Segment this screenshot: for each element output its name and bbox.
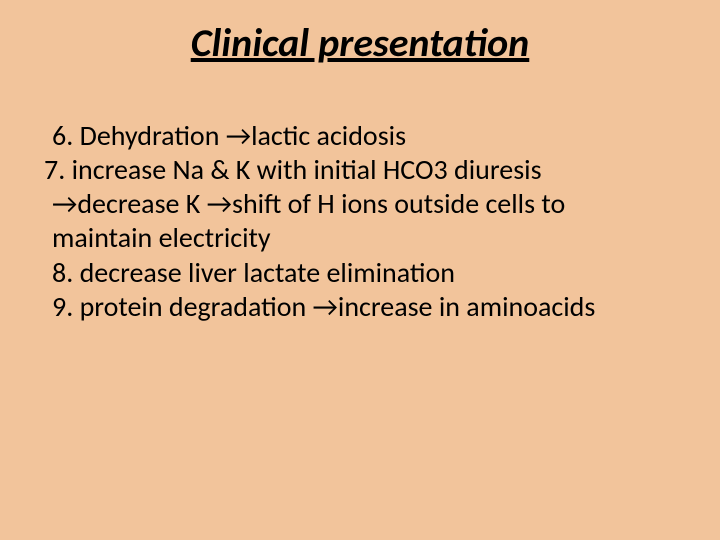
content-line: maintain electricity — [44, 221, 680, 255]
content-line: 8. decrease liver lactate elimination — [44, 256, 680, 290]
slide-container: Clinical presentation 6. Dehydration →la… — [0, 0, 720, 540]
slide-title: Clinical presentation — [40, 18, 680, 67]
content-line: →decrease K →shift of H ions outside cel… — [44, 187, 680, 221]
content-line: 7. increase Na & K with initial HCO3 diu… — [44, 153, 680, 187]
content-line: 6. Dehydration →lactic acidosis — [44, 119, 680, 153]
slide-content: 6. Dehydration →lactic acidosis 7. incre… — [40, 119, 680, 324]
content-line: 9. protein degradation →increase in amin… — [44, 290, 680, 324]
